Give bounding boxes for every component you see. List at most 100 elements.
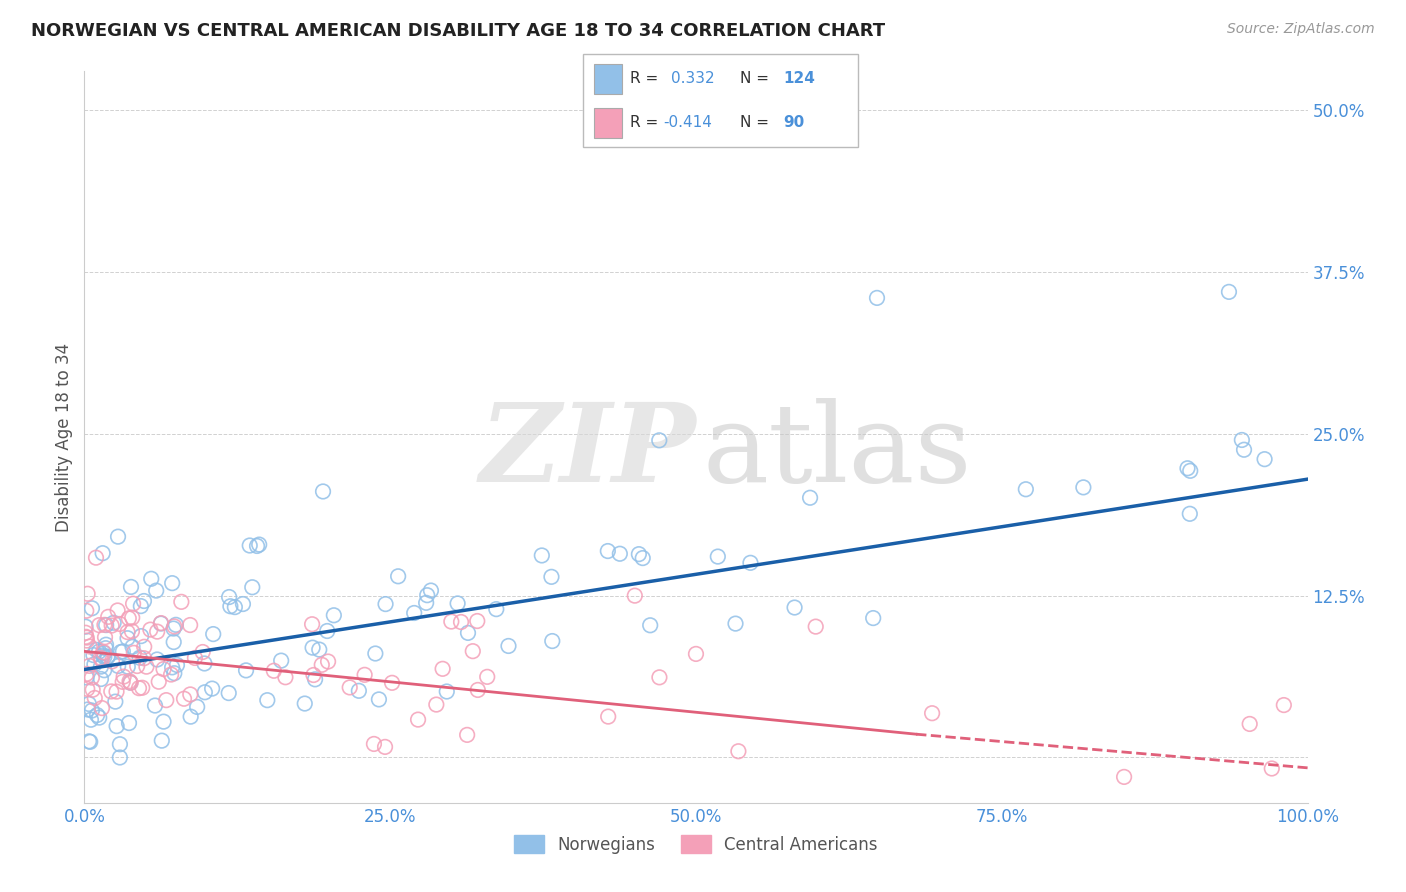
Point — [186, 700, 208, 714]
Point — [84, 550, 107, 565]
Point — [129, 629, 152, 643]
Point — [866, 291, 889, 305]
Point — [152, 662, 174, 676]
Point — [77, 697, 100, 711]
Point — [89, 711, 111, 725]
Point — [270, 654, 292, 668]
Point — [118, 674, 141, 689]
Point — [274, 670, 297, 684]
Point — [1073, 480, 1095, 494]
Point — [93, 649, 115, 664]
Point — [93, 645, 115, 659]
Point — [180, 709, 202, 723]
Point — [91, 701, 114, 715]
Point — [143, 698, 166, 713]
Point — [1230, 433, 1253, 447]
Point — [89, 618, 111, 632]
Point — [80, 671, 103, 685]
Point — [160, 660, 183, 674]
Point — [150, 616, 173, 631]
Point — [799, 491, 821, 505]
Point — [148, 674, 170, 689]
Point — [1015, 482, 1038, 496]
Point — [1253, 452, 1275, 467]
Point — [648, 670, 671, 684]
Point — [163, 666, 186, 681]
Point — [163, 635, 186, 649]
Point — [461, 644, 484, 658]
Point — [75, 671, 97, 685]
Point — [235, 664, 257, 678]
Point — [79, 640, 101, 654]
Text: Source: ZipAtlas.com: Source: ZipAtlas.com — [1227, 22, 1375, 37]
Point — [135, 659, 157, 673]
Point — [87, 644, 110, 658]
Point — [179, 688, 201, 702]
Point — [76, 631, 98, 645]
Point — [456, 728, 478, 742]
Point — [1114, 770, 1136, 784]
Point — [91, 648, 114, 663]
Point — [127, 659, 149, 673]
Point — [368, 692, 391, 706]
Point — [416, 588, 439, 602]
Point — [97, 649, 120, 664]
Point — [1272, 698, 1295, 712]
Point — [1218, 285, 1240, 299]
Point — [450, 615, 472, 629]
Point — [91, 546, 114, 560]
Point — [128, 681, 150, 695]
Point — [76, 681, 98, 696]
Point — [294, 697, 316, 711]
Point — [239, 539, 262, 553]
Point — [596, 544, 619, 558]
Point — [128, 650, 150, 665]
Point — [77, 734, 100, 748]
Point — [194, 685, 217, 699]
Point — [101, 654, 124, 668]
Point — [146, 652, 169, 666]
Point — [387, 569, 409, 583]
Point — [624, 589, 647, 603]
Point — [132, 594, 155, 608]
Point — [921, 706, 943, 721]
Point — [485, 602, 508, 616]
Point — [436, 684, 458, 698]
Point — [1178, 507, 1201, 521]
Point — [110, 645, 132, 659]
Text: 0.332: 0.332 — [671, 71, 714, 87]
Point — [108, 750, 131, 764]
Point — [132, 651, 155, 665]
Point — [76, 702, 98, 716]
Text: -0.414: -0.414 — [664, 115, 711, 130]
Point — [94, 630, 117, 644]
Point — [83, 690, 105, 705]
Point — [1239, 717, 1261, 731]
Point — [76, 587, 98, 601]
Point — [218, 686, 240, 700]
Point — [79, 659, 101, 673]
Point — [862, 611, 884, 625]
Point — [1233, 442, 1256, 457]
Point — [96, 649, 118, 664]
Point — [364, 647, 387, 661]
Point — [1261, 762, 1284, 776]
Text: N =: N = — [740, 115, 769, 130]
Point — [129, 599, 152, 613]
Legend: Norwegians, Central Americans: Norwegians, Central Americans — [508, 829, 884, 860]
Point — [465, 614, 488, 628]
Point — [121, 610, 143, 624]
Point — [540, 570, 562, 584]
Point — [724, 616, 747, 631]
Point — [415, 596, 437, 610]
Point — [86, 708, 108, 723]
Point — [93, 646, 115, 660]
Point — [100, 684, 122, 698]
Point — [263, 664, 285, 678]
Point — [179, 618, 201, 632]
Point — [219, 599, 242, 614]
Point — [80, 601, 103, 615]
Point — [467, 682, 489, 697]
Point — [1180, 464, 1202, 478]
Point — [90, 659, 112, 673]
